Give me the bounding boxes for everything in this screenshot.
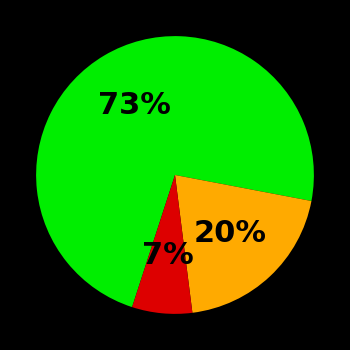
Wedge shape (175, 175, 312, 313)
Wedge shape (36, 36, 314, 307)
Wedge shape (132, 175, 192, 314)
Text: 7%: 7% (141, 241, 193, 270)
Text: 73%: 73% (98, 91, 170, 120)
Text: 20%: 20% (194, 219, 267, 248)
